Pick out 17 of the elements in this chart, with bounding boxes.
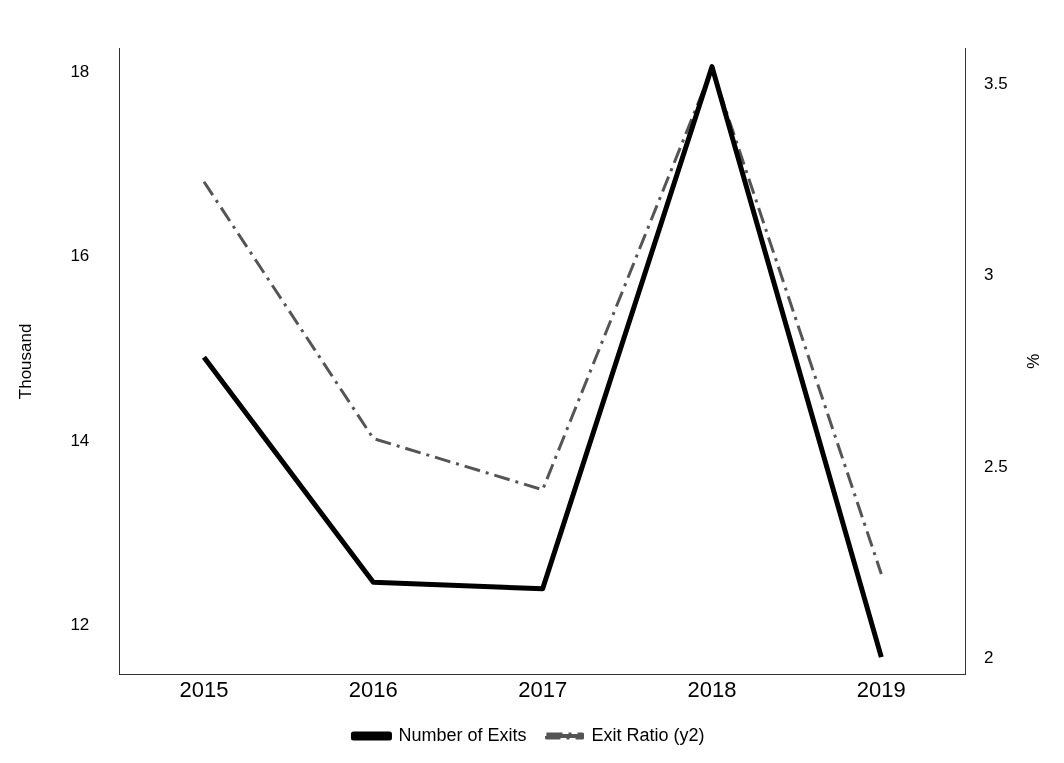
- y-axis-title: Thousand: [15, 323, 35, 400]
- y2-tick-label: 2: [983, 647, 994, 667]
- x-tick-label: 2015: [179, 676, 229, 702]
- legend-label: Number of Exits: [398, 724, 527, 745]
- legend-label: Exit Ratio (y2): [591, 724, 705, 745]
- y-tick-label: 16: [70, 246, 90, 266]
- y2-tick-label: 2.5: [983, 456, 1008, 476]
- y-tick-label: 18: [70, 61, 90, 81]
- y2-tick-label: 3.5: [983, 73, 1008, 93]
- y-tick-label: 14: [70, 430, 90, 450]
- x-tick-label: 2018: [687, 676, 737, 702]
- y2-tick-label: 3: [983, 265, 994, 285]
- x-tick-label: 2016: [348, 676, 398, 702]
- y2-axis-title: %: [1023, 353, 1043, 369]
- x-tick-label: 2017: [518, 676, 568, 702]
- y-tick-label: 12: [70, 615, 90, 635]
- x-tick-label: 2019: [856, 676, 906, 702]
